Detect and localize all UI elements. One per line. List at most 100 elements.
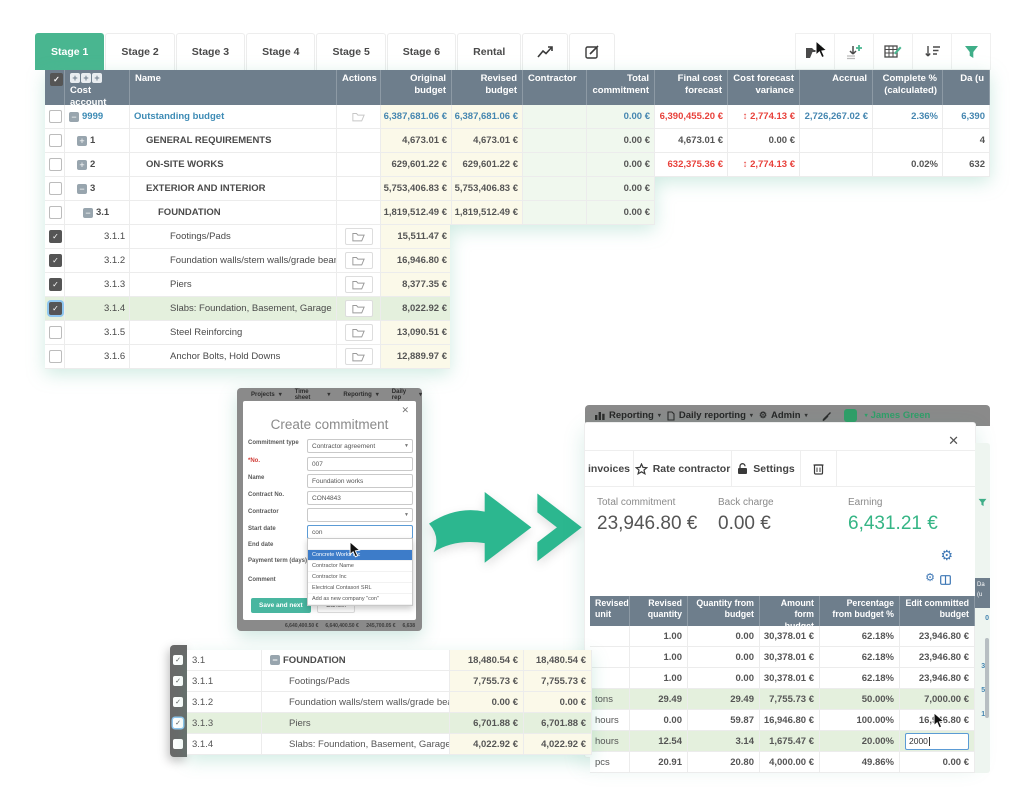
row-checkbox[interactable] (49, 134, 62, 147)
dropdown-option[interactable]: Electrical Contasori SRL (308, 583, 412, 594)
header-accrual[interactable]: Accrual (800, 70, 873, 112)
field-input[interactable]: 007▼ (307, 457, 413, 471)
open-folder-button[interactable] (344, 348, 373, 365)
row-checkbox[interactable] (173, 676, 183, 686)
committed-table-row[interactable]: hours 0.00 59.87 16,946.80 € 100.00% 16,… (590, 710, 975, 731)
open-folder-button[interactable] (344, 252, 373, 269)
header-cost-forecast-variance[interactable]: Cost forecast variance (728, 70, 800, 112)
nav-menu-item[interactable]: Daily rep ▾ (391, 388, 422, 401)
row-checkbox[interactable] (49, 254, 62, 267)
dropdown-option[interactable]: Contractor Name (308, 561, 412, 572)
dropdown-option[interactable] (308, 539, 412, 550)
field-input[interactable]: Foundation works▼ (307, 474, 413, 488)
budget-table-row[interactable]: 3.1.2 Foundation walls/stem walls/grade … (45, 249, 990, 273)
row-checkbox[interactable] (49, 182, 62, 195)
nav-reporting[interactable]: Reporting ▾ (595, 410, 661, 421)
expand-toggle-icon[interactable] (77, 183, 87, 194)
row-checkbox[interactable] (49, 158, 62, 171)
header-revised-quantity[interactable]: Revised quantity (630, 596, 688, 635)
gear-icon[interactable]: ⚙ (925, 572, 935, 584)
header-contractor[interactable]: Contractor (523, 70, 587, 112)
stage-tab[interactable]: Stage 2 (105, 33, 175, 70)
import-rows-button[interactable] (835, 33, 874, 70)
cost-code-row[interactable]: 3.1.2 Foundation walls/stem walls/grade … (187, 692, 592, 713)
dropdown-option[interactable]: Contractor Inc (308, 572, 412, 583)
committed-table-row[interactable]: pcs 20.91 20.80 4,000.00 € 49.86% 0.00 € (590, 752, 975, 773)
row-checkbox[interactable] (173, 655, 183, 665)
budget-table-row[interactable]: 3.1.5 Steel Reinforcing 13,090.51 € (45, 321, 990, 345)
stage-tab[interactable]: Stage 6 (386, 33, 457, 70)
stage-tab[interactable]: Stage 4 (246, 33, 316, 70)
row-checkbox[interactable] (49, 278, 62, 291)
nav-daily-reporting[interactable]: Daily reporting ▾ (667, 410, 753, 421)
stage-tab[interactable]: Stage 5 (316, 33, 386, 70)
stage-tab[interactable]: Rental (457, 33, 522, 70)
expand-all-icon[interactable] (81, 73, 91, 83)
open-folder-button[interactable] (344, 228, 373, 245)
budget-table-row[interactable]: 3.1.1 Footings/Pads 15,511.47 € (45, 225, 990, 249)
avatar[interactable] (843, 409, 857, 422)
tab-settings[interactable]: Settings (732, 451, 801, 486)
field-input[interactable]: CON4843▼ (307, 491, 413, 505)
expand-all-icon[interactable] (70, 73, 80, 83)
row-checkbox[interactable] (49, 206, 62, 219)
row-checkbox[interactable] (49, 302, 62, 315)
cost-code-row[interactable]: 3.1.4 Slabs: Foundation, Basement, Garag… (187, 734, 592, 755)
expand-toggle-icon[interactable] (77, 135, 87, 146)
header-name[interactable]: Name (130, 70, 337, 112)
dropdown-option[interactable]: Add as new company "con" (308, 594, 412, 605)
select-all-checkbox[interactable] (50, 73, 63, 86)
committed-table-row[interactable]: tons 29.49 29.49 7,755.73 € 50.00% 7,000… (590, 689, 975, 710)
edit-committed-budget-cell[interactable]: 23,946.80 € (900, 647, 975, 668)
expand-toggle-icon[interactable] (77, 159, 87, 170)
edit-committed-budget-cell[interactable]: 0.00 € (900, 752, 975, 773)
open-folder-button[interactable] (352, 112, 365, 122)
user-menu[interactable]: ▾ James Green (864, 410, 931, 421)
budget-table-row[interactable]: 3.1.6 Anchor Bolts, Hold Downs 12,889.97… (45, 345, 990, 369)
header-original-budget[interactable]: Original budget (381, 70, 452, 112)
edit-committed-budget-cell[interactable]: 7,000.00 € (900, 689, 975, 710)
nav-menu-item[interactable]: Projects ▾ (251, 391, 282, 399)
columns-icon[interactable] (940, 575, 951, 585)
header-revised-budget[interactable]: Revised budget (452, 70, 523, 112)
header-cost-account[interactable]: Cost account (65, 70, 130, 112)
save-and-next-button[interactable]: Save and next (251, 598, 311, 613)
budget-table-row[interactable]: 3.1 FOUNDATION 1,819,512.49 € 1,819,512.… (45, 201, 990, 225)
expand-toggle-icon[interactable] (69, 111, 79, 122)
header-amount-form-budget[interactable]: Amount form budget (760, 596, 820, 635)
field-input[interactable]: ▼ (307, 508, 413, 522)
row-checkbox[interactable] (49, 326, 62, 339)
delete-commitment-button[interactable] (801, 451, 837, 486)
gear-icon[interactable]: ⚙ (940, 547, 953, 563)
open-folder-button[interactable] (344, 324, 373, 341)
dropdown-option[interactable]: Concrete Works Inc (308, 550, 412, 561)
committed-table-row[interactable]: 1.00 0.00 30,378.01 € 62.18% 23,946.80 € (590, 626, 975, 647)
expand-toggle-icon[interactable] (83, 207, 93, 218)
header-final-cost-forecast[interactable]: Final cost forecast (655, 70, 728, 112)
close-icon[interactable]: ✕ (948, 433, 959, 448)
nav-menu-item[interactable]: Reporting ▾ (343, 391, 379, 399)
open-folder-button[interactable] (344, 276, 373, 293)
budget-table-row[interactable]: 2 ON-SITE WORKS 629,601.22 € 629,601.22 … (45, 153, 990, 177)
expand-all-icon[interactable] (92, 73, 102, 83)
scrollbar[interactable] (985, 638, 989, 718)
budget-table-row[interactable]: 3.1.3 Piers 8,377.35 € (45, 273, 990, 297)
header-edit-committed-budget[interactable]: Edit committed budget (900, 596, 975, 635)
tab-invoices[interactable]: invoices (585, 451, 634, 486)
header-quantity-from-budget[interactable]: Quantity from budget (688, 596, 760, 635)
tab-edit-icon[interactable] (569, 33, 616, 70)
committed-table-row[interactable]: 1.00 0.00 30,378.01 € 62.18% 23,946.80 € (590, 668, 975, 689)
row-checkbox[interactable] (173, 697, 183, 707)
committed-table-row[interactable]: hours 12.54 3.14 1,675.47 € 20.00% 2000 (590, 731, 975, 752)
row-checkbox[interactable] (49, 350, 62, 363)
edit-table-button[interactable] (874, 33, 913, 70)
expand-toggle-icon[interactable] (270, 655, 280, 665)
tab-rate-contractor[interactable]: Rate contractor (634, 451, 732, 486)
budget-table-row[interactable]: 1 GENERAL REQUIREMENTS 4,673.01 € 4,673.… (45, 129, 990, 153)
wrench-icon[interactable] (822, 411, 832, 421)
header-revised-unit[interactable]: Revised unit (590, 596, 630, 635)
budget-table-row[interactable]: 3 EXTERIOR AND INTERIOR 5,753,406.83 € 5… (45, 177, 990, 201)
field-input[interactable]: con▼ (307, 525, 413, 539)
edit-committed-budget-cell[interactable]: 23,946.80 € (900, 626, 975, 647)
stage-tab[interactable]: Stage 1 (35, 33, 105, 70)
